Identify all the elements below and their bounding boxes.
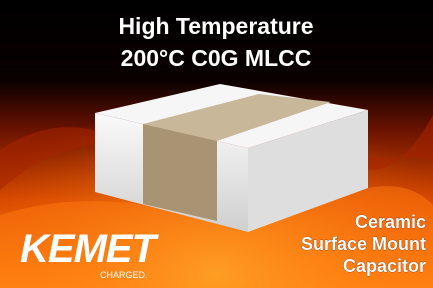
headline: High Temperature xyxy=(118,13,313,39)
logo: KEMET xyxy=(20,227,160,271)
headline: 200°C C0G MLCC xyxy=(121,45,312,71)
caption: Capacitor xyxy=(343,256,426,276)
logo-tagline: CHARGED. xyxy=(100,270,148,280)
product-banner: High Temperature 200°C C0G MLCC KEMET CH… xyxy=(0,0,433,288)
ceramic-band-front xyxy=(143,124,217,221)
caption: Ceramic xyxy=(355,212,426,232)
caption: Surface Mount xyxy=(301,234,426,254)
